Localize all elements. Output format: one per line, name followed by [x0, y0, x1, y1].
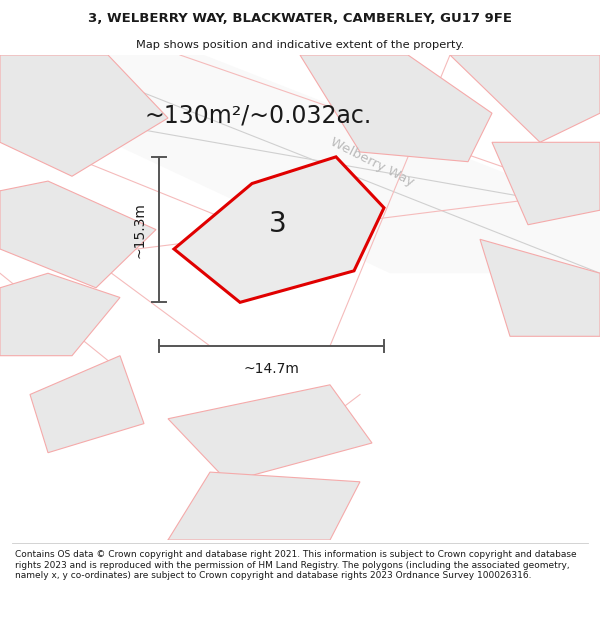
Polygon shape — [168, 472, 360, 540]
Text: Map shows position and indicative extent of the property.: Map shows position and indicative extent… — [136, 39, 464, 49]
Polygon shape — [480, 239, 600, 336]
Polygon shape — [300, 55, 492, 162]
Text: ~15.3m: ~15.3m — [133, 202, 147, 258]
Text: Contains OS data © Crown copyright and database right 2021. This information is : Contains OS data © Crown copyright and d… — [15, 550, 577, 580]
Polygon shape — [168, 385, 372, 482]
Polygon shape — [450, 55, 600, 142]
Text: Welberry Way: Welberry Way — [328, 135, 416, 188]
Polygon shape — [0, 181, 156, 288]
Polygon shape — [30, 356, 144, 452]
Text: ~130m²/~0.032ac.: ~130m²/~0.032ac. — [145, 104, 371, 127]
Polygon shape — [48, 55, 600, 273]
Polygon shape — [174, 157, 384, 302]
Polygon shape — [0, 55, 168, 176]
Polygon shape — [492, 142, 600, 225]
Text: 3: 3 — [269, 209, 287, 238]
Text: ~14.7m: ~14.7m — [244, 362, 299, 376]
Text: 3, WELBERRY WAY, BLACKWATER, CAMBERLEY, GU17 9FE: 3, WELBERRY WAY, BLACKWATER, CAMBERLEY, … — [88, 12, 512, 25]
Polygon shape — [0, 273, 120, 356]
